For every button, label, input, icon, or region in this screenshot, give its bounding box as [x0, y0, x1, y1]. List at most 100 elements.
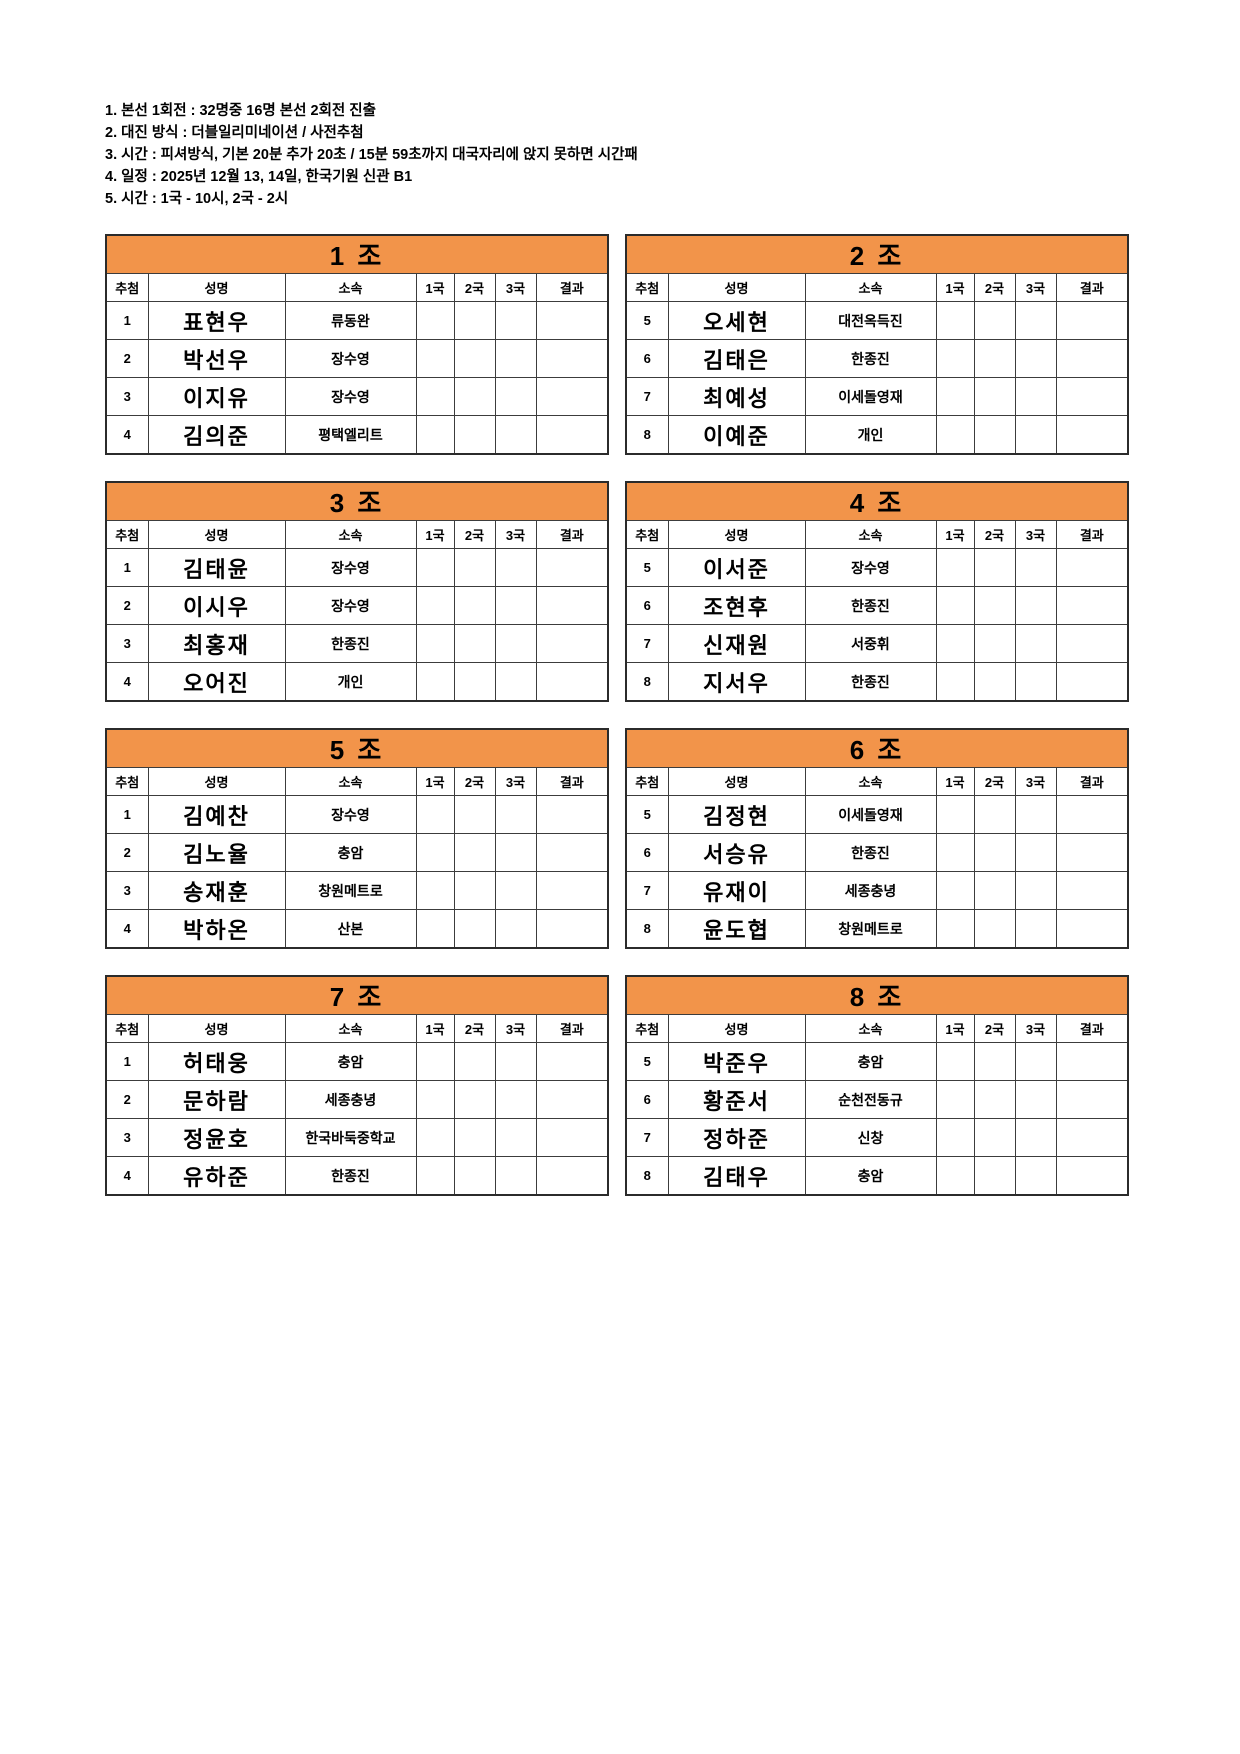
column-header-name: 성명 [147, 273, 286, 302]
column-header-game2: 2국 [453, 273, 496, 302]
draw-cell: 6 [625, 833, 669, 872]
column-header-row: 추첨 성명 소속 1국 2국 3국 결과 [625, 767, 1129, 796]
tournament-sheet: 1. 본선 1회전 : 32명중 16명 본선 2회전 진출 2. 대진 방식 … [105, 100, 1135, 1196]
game1-cell [415, 795, 455, 834]
group-rows: 1 표현우 류동완 2 박선우 장수영 3 이지유 장수영 4 김의준 평택엘리트 [105, 301, 609, 455]
game1-cell [935, 548, 975, 587]
column-header-name: 성명 [667, 767, 806, 796]
game2-cell [973, 301, 1016, 340]
name-cell: 김예찬 [147, 795, 286, 834]
club-cell: 서중휘 [804, 624, 937, 663]
game2-cell [973, 1118, 1016, 1157]
column-header-game1: 1국 [935, 1014, 975, 1043]
result-cell [535, 1156, 609, 1196]
player-row: 6 조현후 한종진 [625, 586, 1129, 625]
draw-cell: 7 [625, 871, 669, 910]
player-row: 5 오세현 대전옥득진 [625, 301, 1129, 340]
game1-cell [935, 624, 975, 663]
player-row: 8 윤도협 창원메트로 [625, 909, 1129, 949]
draw-cell: 8 [625, 1156, 669, 1196]
game1-cell [935, 301, 975, 340]
column-header-draw: 추첨 [625, 520, 669, 549]
game2-cell [453, 301, 496, 340]
player-row: 3 이지유 장수영 [105, 377, 609, 416]
draw-cell: 3 [105, 377, 149, 416]
result-cell [535, 339, 609, 378]
name-cell: 이예준 [667, 415, 806, 455]
name-cell: 최예성 [667, 377, 806, 416]
column-header-row: 추첨 성명 소속 1국 2국 3국 결과 [625, 1014, 1129, 1043]
column-header-game2: 2국 [453, 1014, 496, 1043]
column-header-game1: 1국 [415, 1014, 455, 1043]
game2-cell [973, 662, 1016, 702]
game2-cell [453, 1118, 496, 1157]
game1-cell [935, 795, 975, 834]
game2-cell [973, 1042, 1016, 1081]
column-header-row: 추첨 성명 소속 1국 2국 3국 결과 [625, 520, 1129, 549]
column-header-game2: 2국 [973, 273, 1016, 302]
group-table: 2 조 추첨 성명 소속 1국 2국 3국 결과 5 오세현 대전옥득진 6 김태은 한종진 7 최예성 이… [625, 234, 1130, 455]
column-header-game3: 3국 [1014, 520, 1057, 549]
game3-cell [1014, 662, 1057, 702]
game2-cell [973, 624, 1016, 663]
game3-cell [494, 871, 537, 910]
result-cell [1055, 301, 1129, 340]
column-header-name: 성명 [147, 1014, 286, 1043]
club-cell: 한국바둑중학교 [284, 1118, 417, 1157]
group-table: 1 조 추첨 성명 소속 1국 2국 3국 결과 1 표현우 류동완 2 박선우 장수영 3 이지유 장수영… [105, 234, 610, 455]
game1-cell [935, 1042, 975, 1081]
club-cell: 장수영 [284, 339, 417, 378]
game3-cell [494, 795, 537, 834]
player-row: 7 신재원 서중휘 [625, 624, 1129, 663]
column-header-game2: 2국 [973, 1014, 1016, 1043]
game2-cell [973, 833, 1016, 872]
game3-cell [1014, 909, 1057, 949]
player-row: 8 김태우 충암 [625, 1156, 1129, 1196]
game2-cell [453, 909, 496, 949]
player-row: 7 유재이 세종충녕 [625, 871, 1129, 910]
game1-cell [935, 339, 975, 378]
game1-cell [935, 377, 975, 416]
column-header-game2: 2국 [453, 520, 496, 549]
column-header-game1: 1국 [935, 767, 975, 796]
club-cell: 이세돌영재 [804, 377, 937, 416]
game3-cell [1014, 1080, 1057, 1119]
name-cell: 이서준 [667, 548, 806, 587]
result-cell [1055, 339, 1129, 378]
player-row: 7 최예성 이세돌영재 [625, 377, 1129, 416]
column-header-row: 추첨 성명 소속 1국 2국 3국 결과 [625, 273, 1129, 302]
draw-cell: 2 [105, 833, 149, 872]
draw-cell: 2 [105, 339, 149, 378]
name-cell: 정하준 [667, 1118, 806, 1157]
group-rows: 5 이서준 장수영 6 조현후 한종진 7 신재원 서중휘 8 지서우 한종진 [625, 548, 1129, 702]
game1-cell [935, 871, 975, 910]
column-header-game2: 2국 [973, 520, 1016, 549]
group-title: 4 조 [625, 481, 1129, 521]
column-header-game2: 2국 [453, 767, 496, 796]
name-cell: 표현우 [147, 301, 286, 340]
draw-cell: 5 [625, 795, 669, 834]
draw-cell: 5 [625, 1042, 669, 1081]
player-row: 5 박준우 충암 [625, 1042, 1129, 1081]
draw-cell: 1 [105, 1042, 149, 1081]
result-cell [1055, 377, 1129, 416]
name-cell: 김의준 [147, 415, 286, 455]
result-cell [1055, 909, 1129, 949]
column-header-draw: 추첨 [105, 1014, 149, 1043]
column-header-result: 결과 [1055, 767, 1129, 796]
player-row: 6 서승유 한종진 [625, 833, 1129, 872]
result-cell [1055, 624, 1129, 663]
result-cell [535, 795, 609, 834]
game1-cell [935, 662, 975, 702]
column-header-game2: 2국 [973, 767, 1016, 796]
result-cell [535, 301, 609, 340]
result-cell [535, 377, 609, 416]
group-title-row: 5 조 [105, 728, 609, 768]
club-cell: 창원메트로 [284, 871, 417, 910]
game3-cell [494, 1042, 537, 1081]
column-header-result: 결과 [1055, 520, 1129, 549]
name-cell: 김태은 [667, 339, 806, 378]
draw-cell: 3 [105, 871, 149, 910]
club-cell: 장수영 [804, 548, 937, 587]
game1-cell [415, 1156, 455, 1196]
